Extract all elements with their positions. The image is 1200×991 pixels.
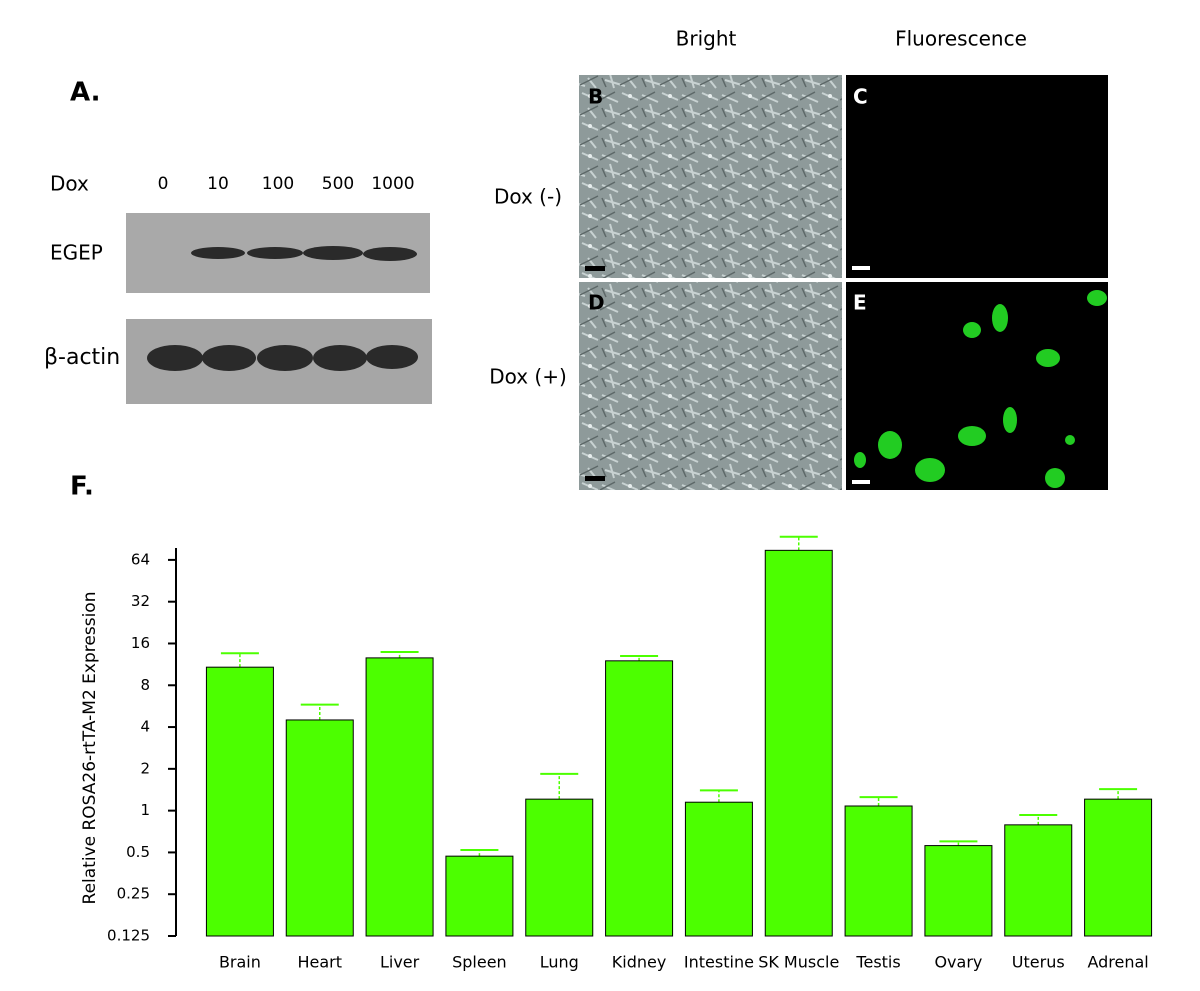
y-axis-label: Relative ROSA26-rtTA-M2 Expression xyxy=(80,592,100,905)
bar xyxy=(205,666,274,937)
panel-letter: E xyxy=(853,291,867,315)
bar xyxy=(445,855,514,937)
x-tick-label: Kidney xyxy=(612,953,667,972)
panel-letter: D xyxy=(588,291,605,315)
band-label: β-actin xyxy=(44,345,120,370)
row-label: Dox (-) xyxy=(494,185,562,209)
bar xyxy=(844,805,913,937)
x-tick-label: SK Muscle xyxy=(758,953,839,972)
y-tick-label: 1 xyxy=(140,801,150,819)
image xyxy=(846,282,1108,490)
row-label: Dox (+) xyxy=(489,365,567,389)
dose-label: 1000 xyxy=(371,174,414,194)
x-tick-label: Brain xyxy=(219,953,261,972)
y-tick-label: 4 xyxy=(140,718,150,736)
x-tick-label: Intestine xyxy=(684,953,754,972)
y-tick-label: 64 xyxy=(131,550,150,568)
panel-label: A. xyxy=(70,78,100,108)
x-tick-label: Liver xyxy=(380,953,420,972)
bar xyxy=(764,549,833,937)
bar xyxy=(365,657,434,937)
panel-label: F. xyxy=(70,472,94,502)
bar xyxy=(1084,798,1153,937)
x-tick-label: Ovary xyxy=(934,953,982,972)
y-tick-label: 8 xyxy=(140,676,150,694)
image xyxy=(846,75,1108,278)
y-tick-label: 2 xyxy=(140,759,150,777)
bar xyxy=(605,660,674,937)
fluorescent-cells xyxy=(854,290,1107,488)
x-tick-label: Adrenal xyxy=(1087,953,1148,972)
scale-bars xyxy=(585,266,870,484)
column-label: Bright xyxy=(676,27,737,51)
column-label: Fluorescence xyxy=(895,27,1027,51)
y-tick-label: 0.25 xyxy=(117,885,150,903)
bar xyxy=(924,845,993,937)
dose-label: 100 xyxy=(262,174,294,194)
bar xyxy=(525,798,594,937)
y-tick-label: 16 xyxy=(131,634,150,652)
y-tick-label: 0.125 xyxy=(107,927,150,945)
x-tick-label: Uterus xyxy=(1012,953,1065,972)
panel-letter: C xyxy=(853,85,868,109)
dose-label: 500 xyxy=(322,174,354,194)
image xyxy=(579,75,842,278)
panel-letter: B xyxy=(588,85,603,109)
bar xyxy=(285,719,354,937)
x-tick-label: Heart xyxy=(297,953,342,972)
x-tick-label: Lung xyxy=(540,953,579,972)
row-label: Dox xyxy=(50,172,89,196)
x-tick-label: Spleen xyxy=(452,953,507,972)
y-tick-label: 0.5 xyxy=(126,843,150,861)
dose-label: 0 xyxy=(158,174,169,194)
image xyxy=(579,282,842,490)
x-tick-label: Testis xyxy=(855,953,900,972)
dose-label: 10 xyxy=(207,174,229,194)
bar xyxy=(1004,824,1073,937)
blot-bands xyxy=(147,246,418,371)
bar xyxy=(684,801,753,937)
y-tick-label: 32 xyxy=(131,592,150,610)
band-label: EGEP xyxy=(50,241,103,265)
